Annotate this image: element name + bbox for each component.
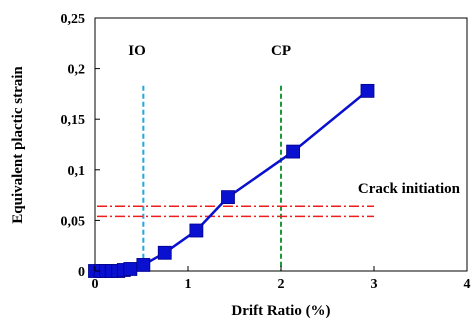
x-axis-title: Drift Ratio (%): [231, 303, 330, 319]
y-tick-label: 0,1: [68, 164, 86, 179]
y-tick-label: 0,2: [68, 63, 86, 78]
ticks-layer: 0 1 2 3 4 0 0,05 0,1 0,15 0,2 0,25: [61, 12, 471, 292]
x-tick-label: 3: [371, 277, 378, 292]
cp-label: CP: [271, 43, 291, 59]
series-layer: [88, 83, 375, 278]
y-axis-title: Equivalent plactic strain: [10, 66, 26, 224]
x-tick-label: 2: [278, 277, 285, 292]
y-tick-label: 0,25: [61, 12, 86, 27]
y-tick-label: 0: [78, 265, 85, 280]
data-point: [286, 144, 300, 159]
data-point: [157, 245, 172, 260]
y-tick-label: 0,15: [61, 113, 86, 128]
data-point: [136, 258, 151, 272]
y-tick-label: 0,05: [61, 214, 86, 229]
data-point: [189, 223, 204, 238]
x-tick-label: 0: [92, 277, 99, 292]
data-point: [123, 262, 138, 276]
reference-lines: [97, 85, 374, 271]
io-label: IO: [128, 43, 146, 59]
data-point: [221, 190, 235, 205]
x-tick-label: 1: [185, 277, 192, 292]
data-point: [360, 83, 375, 98]
series-line: [95, 89, 369, 273]
crack-initiation-label: Crack initiation: [358, 181, 461, 197]
x-tick-label: 4: [464, 277, 471, 292]
